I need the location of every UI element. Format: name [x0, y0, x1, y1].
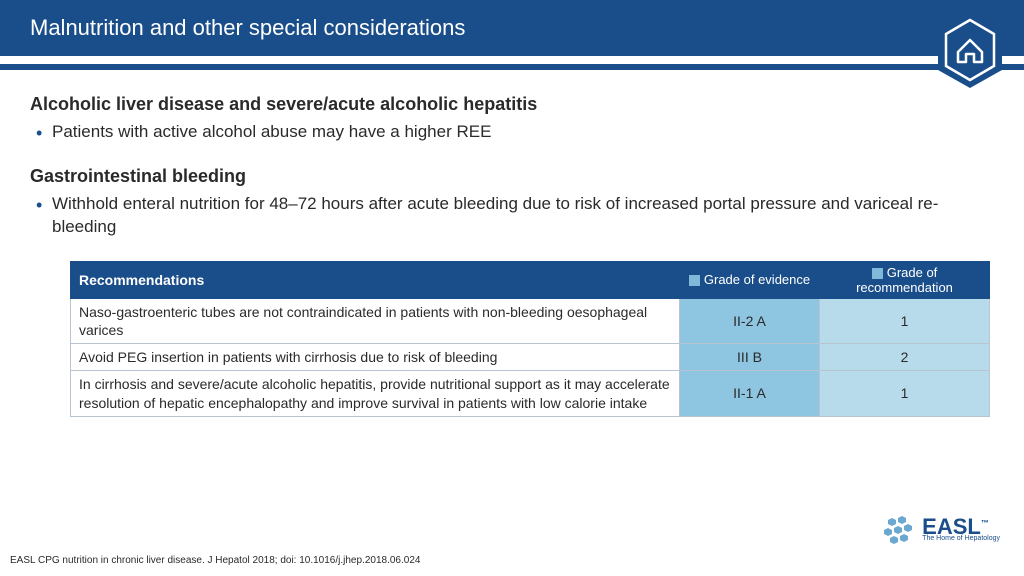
- rec-grade: 1: [820, 371, 990, 416]
- section-heading: Gastrointestinal bleeding: [30, 166, 994, 187]
- section-1: Alcoholic liver disease and severe/acute…: [30, 94, 994, 144]
- page-title: Malnutrition and other special considera…: [30, 15, 465, 41]
- col-header-grade: Grade of recommendation: [820, 261, 990, 298]
- rec-text: Avoid PEG insertion in patients with cir…: [71, 344, 680, 371]
- table-header-row: Recommendations Grade of evidence Grade …: [71, 261, 990, 298]
- logo-text: EASL™ The Home of Hepatology: [922, 518, 1000, 543]
- table-row: Naso-gastroenteric tubes are not contrai…: [71, 298, 990, 343]
- legend-square-icon: [689, 275, 700, 286]
- bullet-item: Patients with active alcohol abuse may h…: [30, 121, 994, 144]
- logo-subtitle: The Home of Hepatology: [922, 536, 1000, 542]
- home-hex-icon[interactable]: [934, 10, 1006, 90]
- content-area: Alcoholic liver disease and severe/acute…: [0, 70, 1024, 417]
- recommendations-table: Recommendations Grade of evidence Grade …: [70, 261, 990, 417]
- rec-text: In cirrhosis and severe/acute alcoholic …: [71, 371, 680, 416]
- easl-logo: EASL™ The Home of Hepatology: [882, 514, 1000, 546]
- rec-evidence: III B: [680, 344, 820, 371]
- col-header-recommendations: Recommendations: [71, 261, 680, 298]
- title-bar: Malnutrition and other special considera…: [0, 0, 1024, 56]
- section-heading: Alcoholic liver disease and severe/acute…: [30, 94, 994, 115]
- table-row: In cirrhosis and severe/acute alcoholic …: [71, 371, 990, 416]
- table-row: Avoid PEG insertion in patients with cir…: [71, 344, 990, 371]
- rec-grade: 1: [820, 298, 990, 343]
- bullet-item: Withhold enteral nutrition for 48–72 hou…: [30, 193, 994, 239]
- bullet-list: Withhold enteral nutrition for 48–72 hou…: [30, 193, 994, 239]
- footer-citation: EASL CPG nutrition in chronic liver dise…: [10, 555, 420, 566]
- bullet-list: Patients with active alcohol abuse may h…: [30, 121, 994, 144]
- rec-grade: 2: [820, 344, 990, 371]
- rec-evidence: II-2 A: [680, 298, 820, 343]
- col-header-evidence: Grade of evidence: [680, 261, 820, 298]
- legend-square-icon: [872, 268, 883, 279]
- rec-text: Naso-gastroenteric tubes are not contrai…: [71, 298, 680, 343]
- logo-dots-icon: [882, 514, 918, 546]
- rec-evidence: II-1 A: [680, 371, 820, 416]
- section-2: Gastrointestinal bleeding Withhold enter…: [30, 166, 994, 239]
